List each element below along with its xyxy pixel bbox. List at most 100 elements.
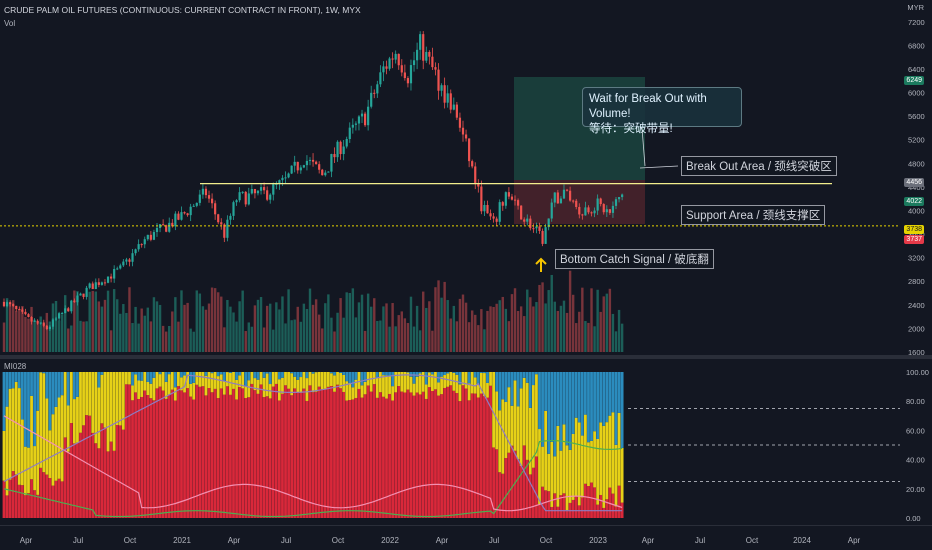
time-tick-label: Apr bbox=[228, 536, 241, 545]
candle-body bbox=[296, 161, 299, 171]
volume-bar bbox=[64, 295, 67, 352]
candle-body bbox=[100, 282, 104, 285]
indicator-red-bar bbox=[115, 425, 119, 518]
volume-bar bbox=[550, 274, 553, 352]
volume-bar bbox=[575, 323, 578, 352]
indicator-red-bar bbox=[375, 397, 379, 518]
candle-body bbox=[556, 192, 559, 204]
indicator-yellow-bar bbox=[244, 386, 248, 399]
volume-bar bbox=[272, 329, 275, 352]
volume-bar bbox=[526, 289, 529, 352]
indicator-red-bar bbox=[5, 495, 9, 518]
time-tick-label: 2024 bbox=[793, 536, 811, 545]
candle-body bbox=[452, 104, 455, 110]
time-tick-label: Jul bbox=[695, 536, 705, 545]
volume-bar bbox=[262, 327, 266, 352]
indicator-red-bar bbox=[161, 390, 165, 518]
indicator-red-bar bbox=[372, 384, 376, 518]
volume-bar bbox=[226, 299, 229, 352]
indicator-red-bar bbox=[476, 397, 480, 518]
volume-bar bbox=[403, 318, 407, 352]
candle-body bbox=[220, 222, 223, 225]
indicator-blue-bar bbox=[617, 372, 621, 413]
indicator-yellow-bar bbox=[204, 375, 208, 396]
indicator-yellow-bar bbox=[232, 372, 235, 389]
annotation-note: Wait for Break Out with Volume! 等待：突破带量! bbox=[582, 87, 742, 135]
indicator-blue-bar bbox=[507, 372, 511, 388]
volume-bar bbox=[213, 288, 217, 352]
candle-body bbox=[198, 194, 201, 203]
indicator-pink-line bbox=[3, 415, 623, 512]
indicator-red-bar bbox=[253, 390, 257, 518]
indicator-red-bar bbox=[24, 495, 27, 518]
indicator-yellow-bar bbox=[109, 372, 113, 442]
candle-body bbox=[584, 207, 587, 216]
indicator-red-bar bbox=[60, 481, 64, 518]
candle-body bbox=[608, 209, 611, 213]
indicator-red-bar bbox=[265, 396, 269, 518]
indicator-yellow-bar bbox=[443, 375, 447, 388]
volume-bar bbox=[223, 327, 226, 352]
indicator-blue-bar bbox=[455, 372, 459, 375]
indicator-red-bar bbox=[186, 388, 189, 518]
candle-body bbox=[171, 222, 174, 227]
candle-body bbox=[152, 232, 156, 240]
indicator-red-bar bbox=[458, 401, 462, 518]
indicator-blue-bar bbox=[577, 372, 581, 423]
candle-body bbox=[21, 309, 24, 312]
volume-bar bbox=[33, 319, 36, 352]
support-label: Support Area / 颈线支撑区 bbox=[681, 205, 826, 225]
candle-body bbox=[431, 56, 434, 68]
volume-bar bbox=[305, 309, 309, 352]
indicator-blue-bar bbox=[30, 372, 33, 396]
indicator-red-bar bbox=[247, 397, 251, 518]
candle-body bbox=[143, 239, 146, 245]
indicator-red-bar bbox=[195, 384, 199, 518]
indicator-yellow-bar bbox=[516, 406, 520, 460]
candle-body bbox=[24, 311, 27, 315]
indicator-yellow-bar bbox=[48, 430, 52, 479]
candle-body bbox=[54, 318, 58, 320]
candle-body bbox=[550, 202, 553, 219]
indicator-yellow-bar bbox=[265, 373, 269, 397]
indicator-red-bar bbox=[571, 499, 575, 518]
indicator-blue-bar bbox=[547, 372, 551, 454]
indicator-blue-bar bbox=[562, 372, 566, 425]
indicator-yellow-bar bbox=[91, 372, 95, 433]
indicator-yellow-bar bbox=[63, 372, 67, 438]
indicator-blue-bar bbox=[235, 372, 238, 380]
indicator-yellow-bar bbox=[94, 372, 98, 444]
indicator-yellow-bar bbox=[195, 372, 199, 385]
volume-bar bbox=[269, 303, 272, 352]
volume-bar bbox=[82, 321, 85, 352]
candle-body bbox=[226, 219, 229, 238]
indicator-blue-bar bbox=[36, 372, 40, 411]
volume-bar bbox=[207, 303, 211, 352]
indicator-yellow-bar bbox=[431, 374, 434, 391]
indicator-blue-bar bbox=[593, 372, 596, 432]
volume-bar bbox=[287, 289, 290, 352]
indicator-blue-bar bbox=[406, 372, 410, 373]
candle-body bbox=[39, 322, 42, 324]
time-tick-label: Oct bbox=[124, 536, 137, 545]
indicator-yellow-bar bbox=[198, 372, 202, 387]
volume-bar bbox=[164, 331, 168, 352]
candle-body bbox=[489, 213, 492, 217]
candle-body bbox=[305, 160, 309, 166]
volume-bar bbox=[91, 290, 94, 352]
indicator-yellow-bar bbox=[366, 372, 370, 386]
volume-bar bbox=[428, 301, 431, 352]
volume-bar bbox=[458, 298, 462, 352]
indicator-red-bar bbox=[63, 437, 67, 518]
indicator-red-bar bbox=[8, 479, 12, 518]
indicator-yellow-bar bbox=[14, 381, 18, 475]
indicator-red-bar bbox=[464, 388, 468, 518]
volume-bar bbox=[379, 320, 382, 352]
indicator-red-bar bbox=[27, 493, 30, 518]
volume-bar bbox=[24, 316, 27, 352]
volume-bar bbox=[376, 320, 379, 352]
indicator-yellow-bar bbox=[152, 377, 156, 401]
indicator-yellow-bar bbox=[290, 373, 294, 396]
candle-body bbox=[278, 180, 281, 184]
indicator-blue-bar bbox=[412, 372, 416, 384]
